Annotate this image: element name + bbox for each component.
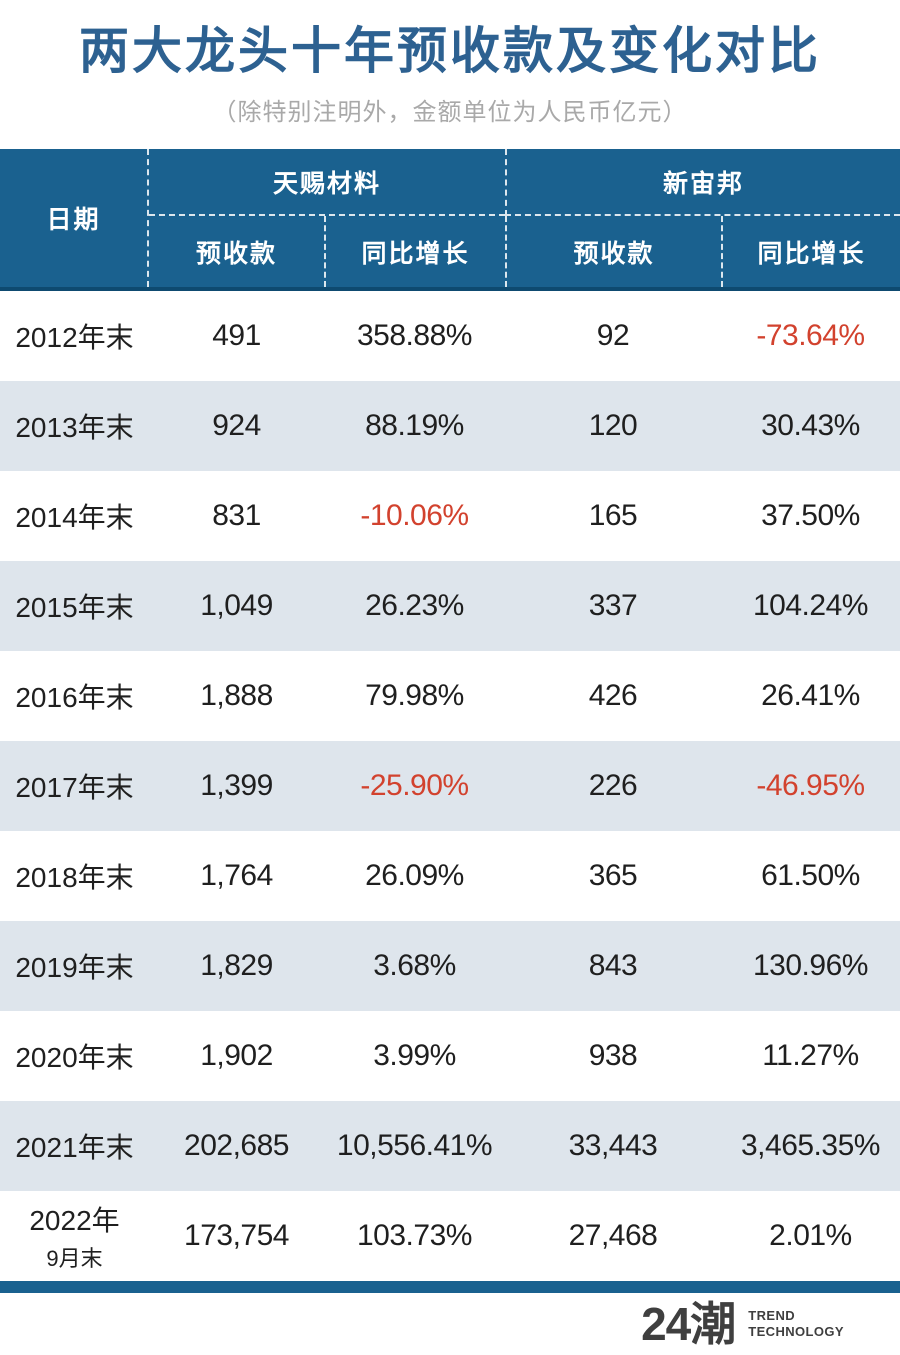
table-row: 2015年末 1,049 26.23% 337 104.24%	[0, 561, 900, 651]
row-value: 1,399	[200, 769, 273, 802]
row-date: 2016年末	[0, 676, 149, 716]
table-body: 2012年末 491 358.88% 92 -73.64% 2013年末 924…	[0, 291, 900, 1281]
row-value: 26.23%	[365, 589, 464, 622]
row-value: 27,468	[568, 1219, 658, 1252]
row-date: 2015年末	[0, 586, 149, 626]
table-row: 2020年末 1,902 3.99% 938 11.27%	[0, 1011, 900, 1101]
row-value: 1,764	[200, 859, 273, 892]
table-row: 2022年 9月末 173,754 103.73% 27,468 2.01%	[0, 1191, 900, 1281]
row-date: 2019年末	[0, 946, 149, 986]
row-value: 37.50%	[761, 499, 860, 532]
table-row: 2021年末 202,685 10,556.41% 33,443 3,465.3…	[0, 1101, 900, 1191]
row-value: 3,465.35%	[740, 1129, 880, 1162]
row-value: 1,049	[200, 589, 273, 622]
row-date: 2020年末	[0, 1036, 149, 1076]
row-date-line1: 2017年末	[15, 772, 134, 803]
table-row: 2012年末 491 358.88% 92 -73.64%	[0, 291, 900, 381]
header-date: 日期	[0, 149, 150, 287]
table-row: 2017年末 1,399 -25.90% 226 -46.95%	[0, 741, 900, 831]
row-date-line1: 2016年末	[15, 682, 134, 713]
row-date-line1: 2020年末	[15, 1042, 134, 1073]
row-value: 104.24%	[753, 589, 868, 622]
header-group-capchem: 新宙邦	[504, 149, 900, 216]
row-value: 491	[212, 319, 261, 352]
row-value: 120	[588, 409, 638, 442]
row-value: 924	[212, 409, 261, 442]
row-date: 2012年末	[0, 316, 149, 356]
logo-caption: TREND TECHNOLOGY	[748, 1308, 844, 1341]
logo-caption-line1: TREND	[748, 1307, 796, 1323]
header-group-tinci: 天赐材料	[149, 149, 505, 216]
row-value: -25.90%	[360, 769, 469, 802]
row-value: 2.01%	[769, 1219, 852, 1252]
table-row: 2014年末 831 -10.06% 165 37.50%	[0, 471, 900, 561]
row-date: 2014年末	[0, 496, 149, 536]
header-capchem-prepay: 预收款	[504, 216, 721, 287]
row-date: 2017年末	[0, 766, 149, 806]
row-value: 26.41%	[761, 679, 860, 712]
page-title: 两大龙头十年预收款及变化对比	[79, 23, 821, 79]
row-value: 843	[588, 949, 638, 982]
table-bottom-bar	[0, 1281, 900, 1293]
row-value: 1,829	[200, 949, 273, 982]
row-value: 358.88%	[357, 319, 472, 352]
row-date-line1: 2015年末	[15, 592, 134, 623]
row-date-line1: 2014年末	[15, 502, 134, 533]
row-value: 88.19%	[365, 409, 464, 442]
row-value: 79.98%	[365, 679, 464, 712]
row-date-line1: 2018年末	[15, 862, 134, 893]
row-date-line1: 2013年末	[15, 412, 134, 443]
row-value: 1,888	[200, 679, 273, 712]
header-tinci-yoy: 同比增长	[323, 216, 505, 287]
row-date: 2022年 9月末	[0, 1199, 149, 1273]
row-value: 3.99%	[373, 1039, 456, 1072]
page-subtitle: （除特别注明外，金额单位为人民币亿元）	[212, 99, 688, 126]
table-row: 2016年末 1,888 79.98% 426 26.41%	[0, 651, 900, 741]
brand-logo: 24潮 TREND TECHNOLOGY	[641, 1301, 844, 1347]
row-date-line1: 2012年末	[15, 322, 134, 353]
row-value: 365	[588, 859, 638, 892]
row-date-line1: 2022年	[29, 1205, 120, 1236]
row-value: 3.68%	[373, 949, 456, 982]
row-value: 92	[596, 319, 630, 352]
row-value: 165	[588, 499, 638, 532]
header-tinci-prepay: 预收款	[196, 239, 278, 268]
row-value: 26.09%	[365, 859, 464, 892]
row-value: 103.73%	[357, 1219, 472, 1252]
row-value: 30.43%	[761, 409, 860, 442]
table-row: 2018年末 1,764 26.09% 365 61.50%	[0, 831, 900, 921]
row-value: 337	[588, 589, 638, 622]
row-value: 130.96%	[753, 949, 868, 982]
row-value: 61.50%	[761, 859, 860, 892]
table-row: 2013年末 924 88.19% 120 30.43%	[0, 381, 900, 471]
row-value: 202,685	[184, 1129, 289, 1162]
row-value: 938	[588, 1039, 638, 1072]
row-date-line1: 2019年末	[15, 952, 134, 983]
row-value: 426	[588, 679, 638, 712]
row-value: 1,902	[200, 1039, 273, 1072]
row-value: -46.95%	[756, 769, 865, 802]
row-value: 11.27%	[762, 1039, 859, 1072]
row-value: 831	[212, 499, 261, 532]
logo-24chao: 24潮	[641, 1298, 736, 1350]
table-row: 2019年末 1,829 3.68% 843 130.96%	[0, 921, 900, 1011]
row-date-line2: 9月末	[46, 1246, 103, 1271]
comparison-table: 日期 天赐材料 新宙邦 预收款 同比增长 预收款 同比增长 2012年末 491…	[0, 149, 900, 1281]
row-value: 226	[588, 769, 638, 802]
title-block: 两大龙头十年预收款及变化对比 （除特别注明外，金额单位为人民币亿元）	[0, 0, 900, 127]
logo-caption-line2: TECHNOLOGY	[748, 1324, 844, 1339]
table-header: 日期 天赐材料 新宙邦 预收款 同比增长 预收款 同比增长	[0, 149, 900, 291]
row-date: 2021年末	[0, 1126, 149, 1166]
header-capchem-yoy: 同比增长	[720, 216, 900, 287]
row-value: -73.64%	[756, 319, 865, 352]
row-date-line1: 2021年末	[15, 1132, 134, 1163]
row-value: -10.06%	[360, 499, 469, 532]
row-value: 33,443	[568, 1129, 658, 1162]
row-value: 173,754	[184, 1219, 289, 1252]
footer: 24潮 TREND TECHNOLOGY	[0, 1293, 900, 1355]
row-date: 2018年末	[0, 856, 149, 896]
row-date: 2013年末	[0, 406, 149, 446]
row-value: 10,556.41%	[336, 1129, 493, 1162]
